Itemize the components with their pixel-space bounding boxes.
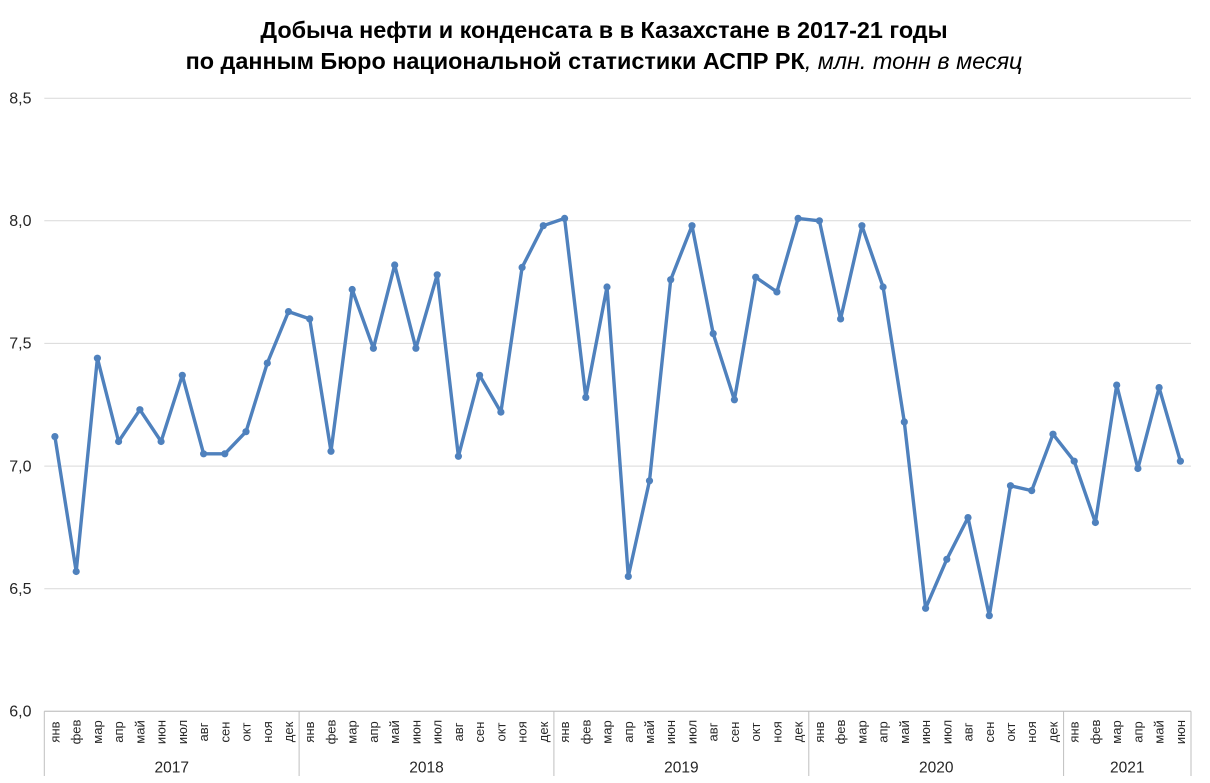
svg-text:июн: июн [408,720,423,744]
svg-text:ноя: ноя [260,721,275,742]
svg-text:апр: апр [621,721,636,743]
svg-text:7,0: 7,0 [9,458,31,475]
svg-text:мар: мар [90,720,105,743]
svg-text:июн: июн [1173,720,1188,744]
svg-text:сен: сен [982,722,997,743]
svg-text:2020: 2020 [919,760,954,777]
svg-text:по данным Бюро национальной ст: по данным Бюро национальной статистики А… [186,48,1023,74]
svg-text:дек: дек [791,721,806,742]
svg-text:окт: окт [1003,722,1018,741]
svg-text:ноя: ноя [515,721,530,742]
svg-text:окт: окт [748,722,763,741]
svg-text:фев: фев [833,719,848,744]
svg-text:мар: мар [854,720,869,743]
svg-text:авг: авг [961,722,976,741]
svg-text:июл: июл [430,720,445,744]
svg-text:8,5: 8,5 [9,90,31,107]
svg-text:май: май [132,720,147,743]
svg-text:окт: окт [493,722,508,741]
svg-text:мар: мар [600,720,615,743]
svg-text:2021: 2021 [1110,760,1144,777]
svg-text:7,5: 7,5 [9,336,31,353]
svg-text:апр: апр [366,721,381,743]
svg-text:май: май [897,720,912,743]
svg-text:янв: янв [47,721,62,742]
svg-text:янв: янв [302,721,317,742]
svg-text:ноя: ноя [1024,721,1039,742]
svg-text:дек: дек [536,721,551,742]
svg-text:апр: апр [876,721,891,743]
svg-text:фев: фев [69,719,84,744]
svg-text:май: май [387,720,402,743]
svg-text:дек: дек [281,721,296,742]
svg-text:Добыча нефти и конденсата в в: Добыча нефти и конденсата в в Казахстане… [260,17,947,43]
svg-text:мар: мар [1109,720,1124,743]
svg-text:сен: сен [472,722,487,743]
svg-text:апр: апр [1130,721,1145,743]
svg-text:июл: июл [685,720,700,744]
svg-text:2017: 2017 [154,760,188,777]
svg-text:янв: янв [557,721,572,742]
svg-text:май: май [1152,720,1167,743]
svg-text:дек: дек [1046,721,1061,742]
svg-text:июл: июл [175,720,190,744]
svg-text:янв: янв [812,721,827,742]
svg-text:6,5: 6,5 [9,581,31,598]
svg-text:янв: янв [1067,721,1082,742]
svg-text:фев: фев [1088,719,1103,744]
svg-text:май: май [642,720,657,743]
svg-text:2019: 2019 [664,760,698,777]
svg-text:8,0: 8,0 [9,213,31,230]
svg-text:авг: авг [451,722,466,741]
svg-text:2018: 2018 [409,760,443,777]
svg-text:авг: авг [706,722,721,741]
svg-text:июн: июн [663,720,678,744]
svg-text:сен: сен [217,722,232,743]
svg-text:авг: авг [196,722,211,741]
svg-text:апр: апр [111,721,126,743]
svg-text:июн: июн [154,720,169,744]
svg-text:фев: фев [324,719,339,744]
svg-text:фев: фев [578,719,593,744]
svg-text:ноя: ноя [769,721,784,742]
svg-text:июн: июн [918,720,933,744]
svg-text:мар: мар [345,720,360,743]
svg-text:6,0: 6,0 [9,704,31,721]
svg-text:окт: окт [239,722,254,741]
svg-text:сен: сен [727,722,742,743]
svg-text:июл: июл [939,720,954,744]
